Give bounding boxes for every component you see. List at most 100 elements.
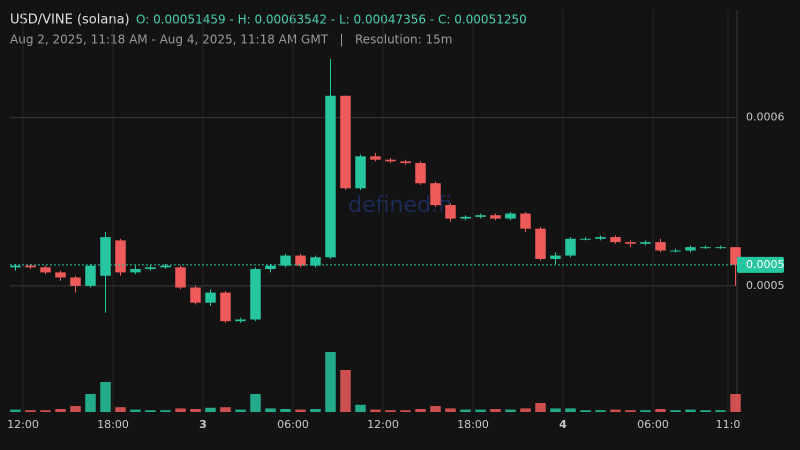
candle-body bbox=[520, 213, 531, 229]
x-tick-label: 12:00 bbox=[7, 418, 39, 431]
candle-body bbox=[70, 277, 81, 286]
volume-bar bbox=[160, 410, 171, 412]
volume-bar bbox=[385, 410, 396, 412]
volume-bar bbox=[220, 407, 231, 412]
candle-body bbox=[490, 215, 501, 219]
volume-bar bbox=[10, 409, 21, 412]
volume-bar bbox=[430, 406, 441, 412]
volume-bar bbox=[85, 394, 96, 412]
candle-body bbox=[190, 287, 201, 303]
x-tick-label: 18:00 bbox=[457, 418, 489, 431]
volume-bar bbox=[175, 408, 186, 412]
volume-bar bbox=[655, 409, 666, 412]
candle-body bbox=[685, 247, 696, 251]
volume-bar bbox=[265, 408, 276, 412]
volume-bar bbox=[565, 408, 576, 412]
volume-bar bbox=[190, 409, 201, 412]
candle-body bbox=[235, 319, 246, 322]
candle-body bbox=[55, 272, 66, 278]
candle-body bbox=[40, 267, 51, 273]
volume-bar bbox=[70, 406, 81, 412]
x-tick-label: 18:00 bbox=[97, 418, 129, 431]
volume-bar bbox=[460, 409, 471, 412]
candle-body bbox=[220, 292, 231, 322]
candle-body bbox=[730, 247, 741, 265]
volume-bar bbox=[235, 409, 246, 412]
candle-body bbox=[415, 163, 426, 184]
volume-bar bbox=[445, 408, 456, 412]
volume-bar bbox=[580, 410, 591, 412]
candle-body bbox=[265, 265, 276, 270]
candle-body bbox=[445, 205, 456, 219]
candle-body bbox=[565, 238, 576, 256]
volume-bar bbox=[100, 382, 111, 412]
x-tick-label: 4 bbox=[559, 418, 567, 431]
candle-body bbox=[625, 242, 636, 244]
volume-bar bbox=[325, 352, 336, 412]
x-tick-label: 3 bbox=[199, 418, 207, 431]
volume-bar bbox=[130, 409, 141, 412]
volume-bar bbox=[415, 409, 426, 412]
candle-body bbox=[280, 255, 291, 266]
candle-body bbox=[130, 269, 141, 273]
candle-body bbox=[460, 216, 471, 219]
candle-body bbox=[610, 237, 621, 243]
volume-bar bbox=[295, 409, 306, 412]
x-tick-label: 12:00 bbox=[367, 418, 399, 431]
candle-body bbox=[175, 267, 186, 288]
candle-body bbox=[430, 183, 441, 206]
volume-bar bbox=[250, 394, 261, 412]
candle-body bbox=[715, 247, 726, 249]
volume-bar bbox=[115, 407, 126, 412]
candle-body bbox=[160, 265, 171, 268]
volume-bar bbox=[535, 403, 546, 412]
candle-body bbox=[475, 215, 486, 217]
candle-body bbox=[640, 242, 651, 244]
chart-title: USD/VINE (solana) bbox=[10, 13, 130, 28]
candle-body bbox=[700, 247, 711, 249]
candle-body bbox=[295, 255, 306, 266]
candle-body bbox=[550, 255, 561, 259]
volume-bar bbox=[670, 410, 681, 412]
volume-bar bbox=[625, 410, 636, 412]
volume-bar bbox=[370, 409, 381, 412]
candle-body bbox=[670, 250, 681, 252]
candle-body bbox=[145, 267, 156, 270]
volume-bar bbox=[280, 409, 291, 412]
candle-body bbox=[25, 265, 36, 268]
candle-body bbox=[505, 213, 516, 219]
volume-bar bbox=[475, 409, 486, 412]
volume-bar bbox=[520, 408, 531, 412]
subtitle: Aug 2, 2025, 11:18 AM - Aug 4, 2025, 11:… bbox=[10, 33, 452, 47]
x-tick-label: 06:00 bbox=[637, 418, 669, 431]
y-tick-label: 0.0005 bbox=[746, 279, 785, 292]
volume-bar bbox=[550, 408, 561, 412]
candle-body bbox=[250, 269, 261, 320]
volume-bar bbox=[715, 410, 726, 412]
last-price-label: 0.0005 bbox=[746, 258, 785, 271]
candle-body bbox=[595, 237, 606, 239]
candle-body bbox=[85, 265, 96, 286]
y-tick-label: 0.0006 bbox=[746, 111, 785, 124]
candle-body bbox=[340, 95, 351, 189]
candle-body bbox=[205, 292, 216, 303]
volume-bar bbox=[55, 409, 66, 412]
candle-body bbox=[655, 242, 666, 251]
candle-body bbox=[115, 240, 126, 273]
candle-body bbox=[385, 159, 396, 162]
volume-bar bbox=[505, 409, 516, 412]
volume-bar bbox=[25, 410, 36, 412]
volume-bar bbox=[490, 409, 501, 412]
volume-bar bbox=[40, 410, 51, 412]
volume-bar bbox=[355, 404, 366, 412]
volume-bar bbox=[700, 410, 711, 412]
volume-bar bbox=[730, 394, 741, 412]
candle-body bbox=[355, 156, 366, 189]
volume-bar bbox=[340, 370, 351, 412]
last-price-box bbox=[737, 256, 784, 273]
candle-body bbox=[370, 156, 381, 160]
volume-bar bbox=[610, 409, 621, 412]
volume-bar bbox=[640, 410, 651, 412]
